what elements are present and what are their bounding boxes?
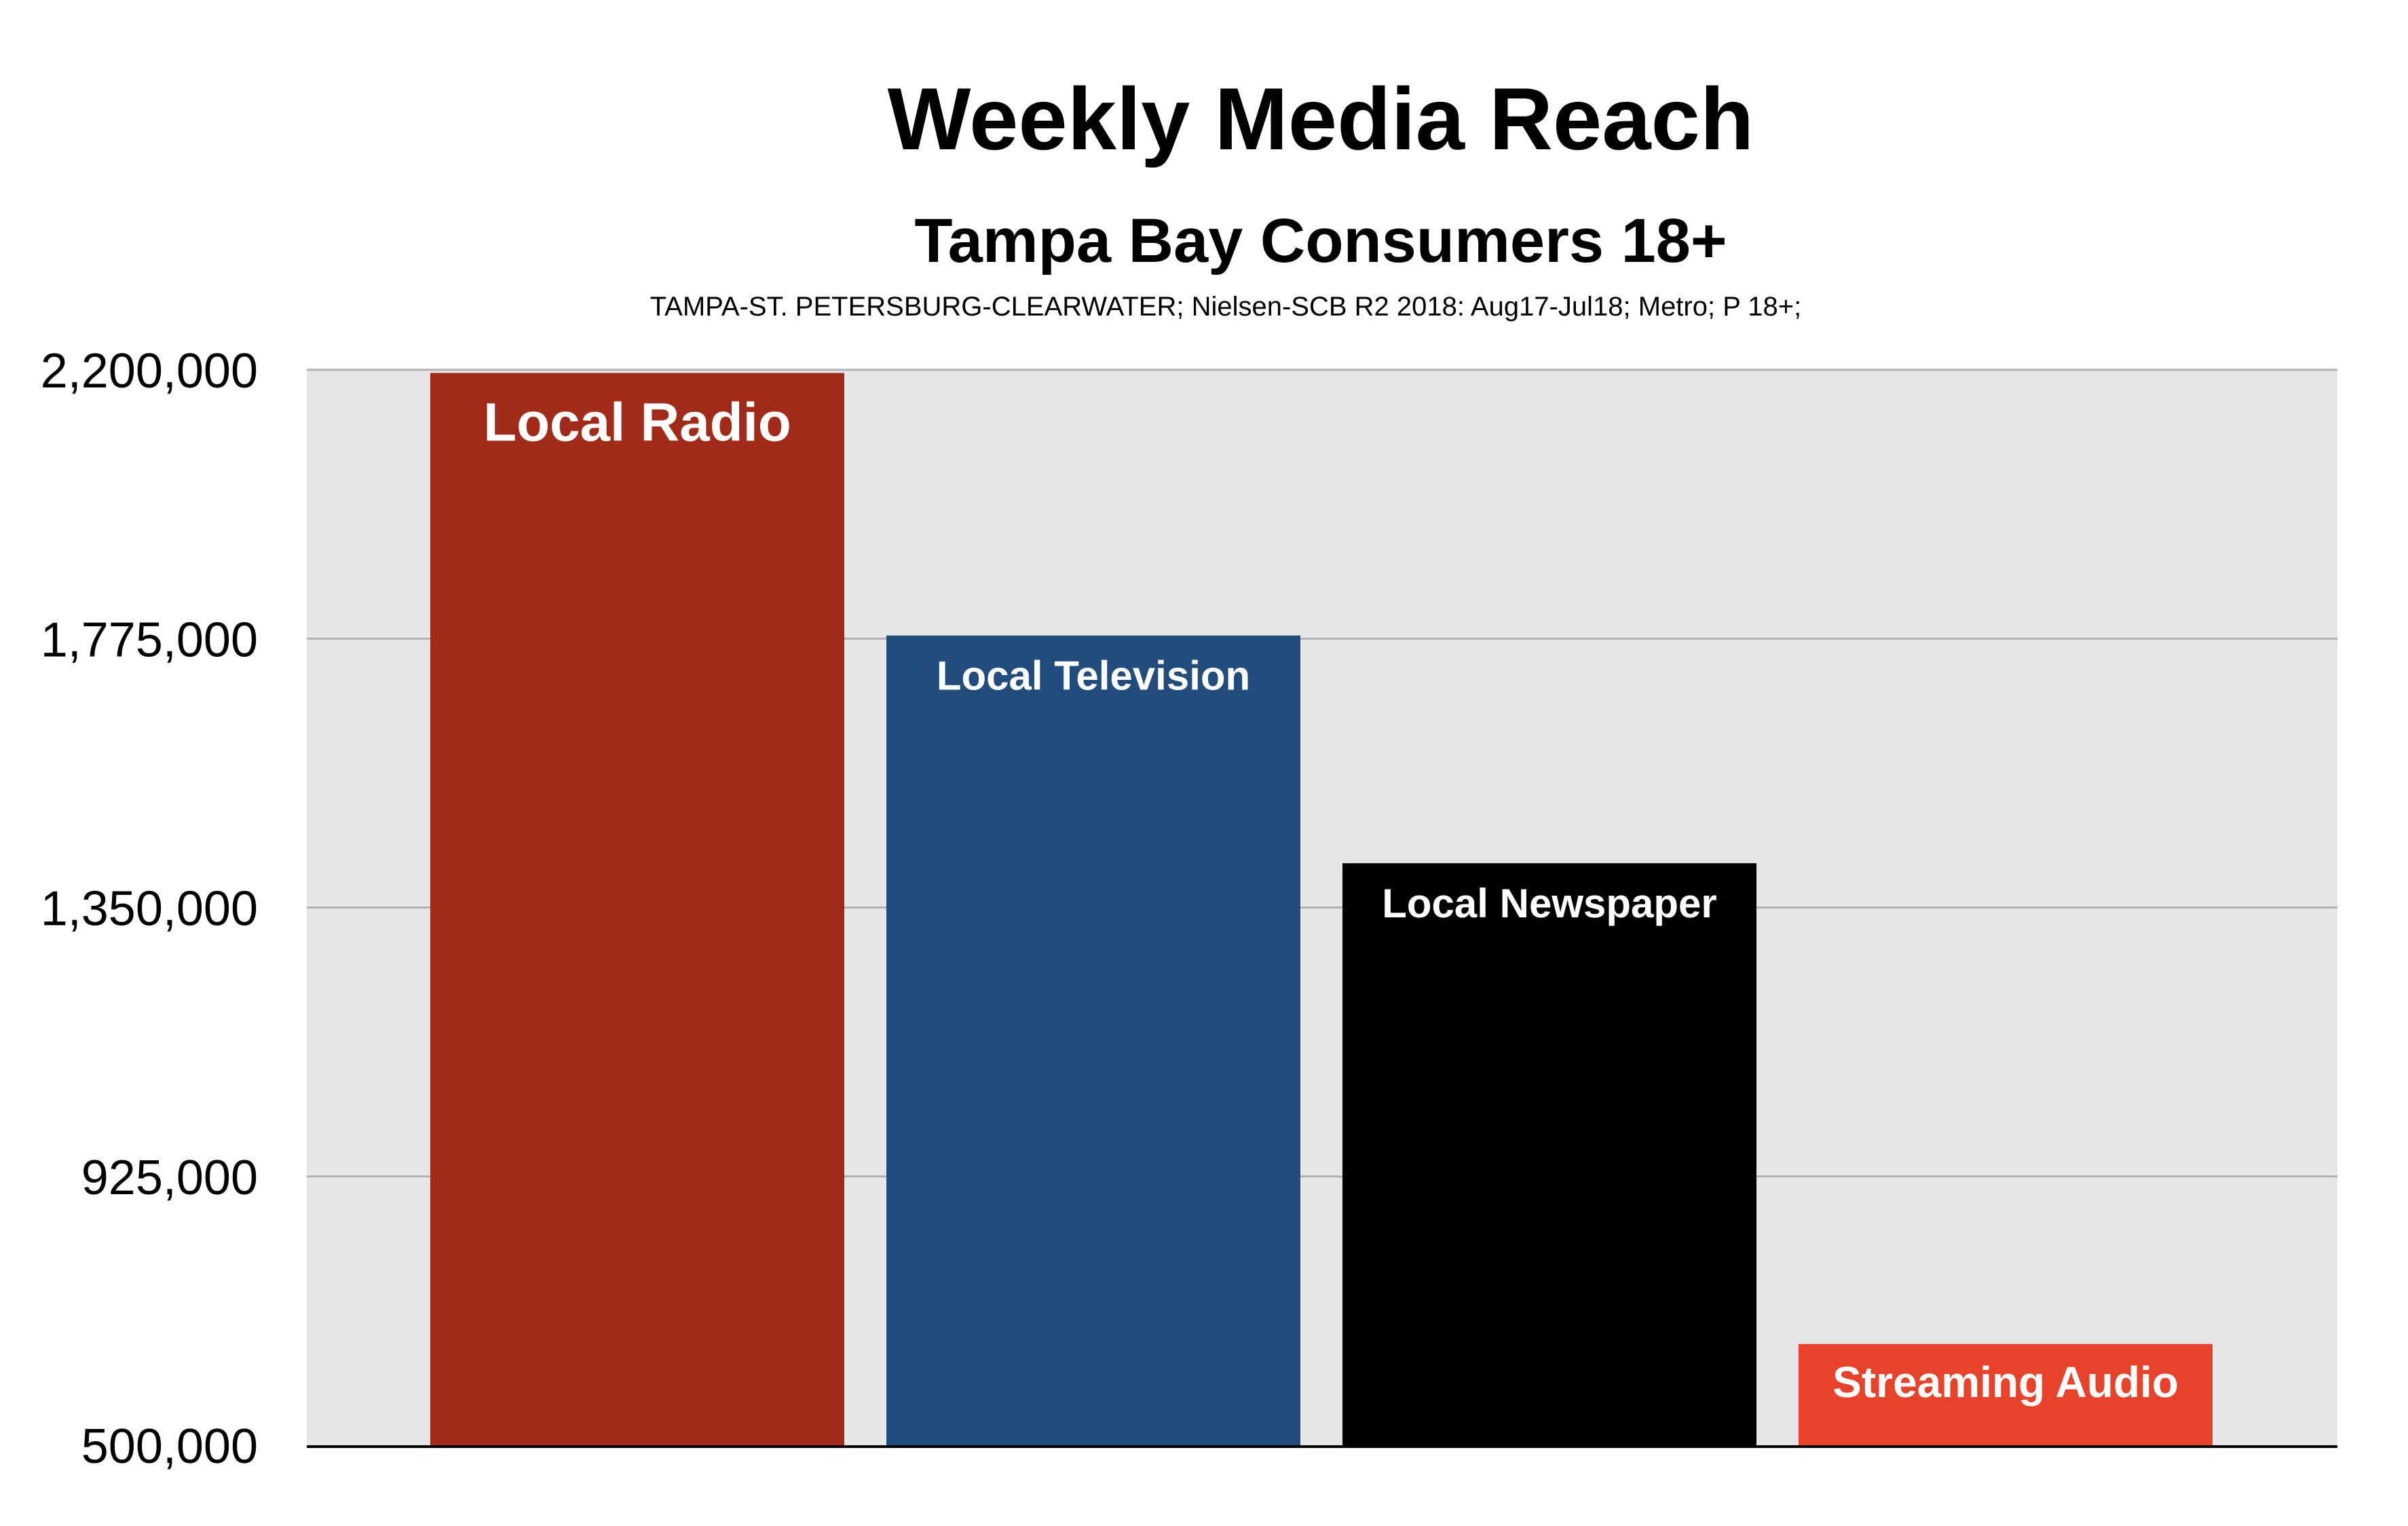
bar-label: Local Newspaper bbox=[1382, 881, 1717, 926]
chart-title: Weekly Media Reach bbox=[888, 69, 1754, 168]
bar bbox=[1342, 863, 1756, 1445]
y-tick-label: 1,350,000 bbox=[41, 882, 258, 936]
y-tick-label: 2,200,000 bbox=[41, 344, 258, 398]
bar bbox=[886, 635, 1300, 1445]
y-axis-ticks: 500,000 925,000 1,350,000 1,775,000 2,200,00… bbox=[41, 344, 258, 1474]
chart-source-note: TAMPA-ST. PETERSBURG-CLEARWATER; Nielsen… bbox=[650, 292, 1802, 322]
bars bbox=[430, 373, 2213, 1445]
bar-label: Local Television bbox=[937, 653, 1250, 699]
bar-labels: Local Radio Local Television Local Newspap… bbox=[483, 392, 2179, 1407]
chart-subtitle: Tampa Bay Consumers 18+ bbox=[914, 206, 1727, 275]
y-tick-label: 500,000 bbox=[81, 1419, 258, 1474]
y-tick-label: 925,000 bbox=[81, 1151, 258, 1205]
bar bbox=[430, 373, 844, 1445]
bar-label: Streaming Audio bbox=[1832, 1358, 2179, 1407]
bar bbox=[1799, 1343, 2213, 1445]
bar-label: Local Radio bbox=[483, 392, 791, 453]
y-tick-label: 1,775,000 bbox=[41, 613, 258, 667]
